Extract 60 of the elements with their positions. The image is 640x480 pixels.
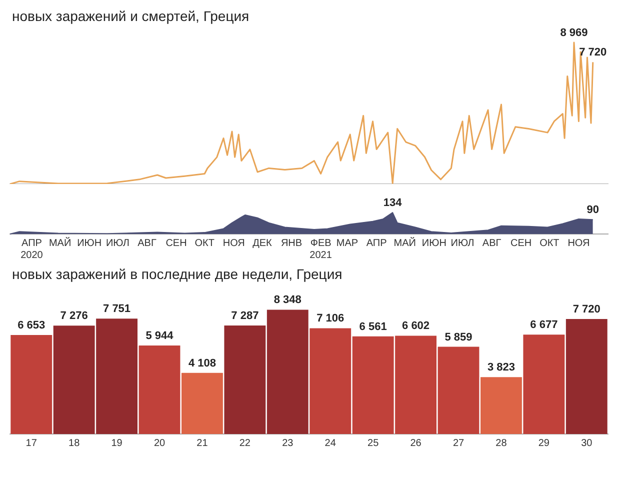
data-label: 8 969 bbox=[560, 27, 588, 40]
x-tick-label: ИЮЛ bbox=[450, 238, 474, 249]
data-label: 7 106 bbox=[316, 312, 344, 325]
x-tick-label: МАЙ bbox=[394, 236, 416, 249]
chart-title: новых заражений в последние две недели, Греция bbox=[12, 266, 344, 282]
data-label: 7 720 bbox=[572, 304, 600, 316]
x-tick-label: 17 bbox=[26, 438, 38, 449]
data-label: 6 677 bbox=[530, 319, 558, 332]
x-tick-label: 21 bbox=[196, 438, 208, 449]
x-tick-label: 23 bbox=[282, 438, 294, 449]
x-tick-label: АПР 2020 bbox=[20, 238, 44, 261]
data-label: 7 276 bbox=[60, 310, 88, 322]
x-tick-label: 18 bbox=[68, 438, 80, 449]
data-label: 3 823 bbox=[487, 362, 515, 374]
x-tick-label: 26 bbox=[410, 438, 422, 449]
bar bbox=[182, 372, 223, 434]
x-tick-label: НОЯ bbox=[222, 238, 245, 249]
x-tick-label: ОКТ bbox=[194, 238, 214, 249]
data-label: 7 287 bbox=[231, 310, 259, 322]
chart-title: новых заражений и смертей, Греция bbox=[12, 8, 250, 24]
x-tick-label: МАЙ bbox=[48, 236, 72, 249]
bar bbox=[566, 319, 608, 434]
x-tick-label: АВГ bbox=[482, 238, 502, 249]
x-tick-label: ИЮН bbox=[77, 238, 102, 249]
data-label: 134 bbox=[383, 197, 403, 210]
x-tick-label: СЕН bbox=[510, 238, 532, 249]
x-tick-label: 20 bbox=[154, 438, 166, 449]
x-tick-label: АПР bbox=[366, 238, 388, 249]
data-label: 6 653 bbox=[18, 319, 46, 332]
x-tick-label: ФЕВ 2021 bbox=[310, 238, 332, 261]
x-tick-label: 24 bbox=[324, 438, 336, 449]
x-tick-label: ИЮН bbox=[422, 238, 446, 249]
data-label: 5 859 bbox=[444, 331, 472, 344]
bar bbox=[480, 377, 522, 434]
data-label: 90 bbox=[586, 204, 600, 216]
x-tick-label: 25 bbox=[368, 438, 380, 449]
bar bbox=[523, 334, 565, 434]
data-label: 4 108 bbox=[188, 357, 216, 370]
bar bbox=[138, 346, 180, 434]
x-tick-label: НОЯ bbox=[568, 238, 590, 249]
data-label: 7 720 bbox=[579, 46, 607, 59]
x-tick-label: СЕН bbox=[166, 238, 187, 249]
data-label: 7 751 bbox=[103, 303, 131, 316]
x-tick-label: 19 bbox=[111, 438, 123, 449]
x-tick-label: ОКТ bbox=[540, 238, 560, 249]
x-tick-label: 29 bbox=[538, 438, 550, 449]
x-tick-label: 30 bbox=[581, 438, 593, 449]
data-label: 8 348 bbox=[274, 294, 302, 306]
data-label: 6 561 bbox=[359, 320, 387, 333]
x-tick-label: ИЮЛ bbox=[106, 238, 130, 249]
x-tick-label: ДЕК bbox=[252, 238, 272, 249]
x-tick-label: 27 bbox=[452, 438, 464, 449]
data-label: 6 602 bbox=[402, 320, 430, 332]
x-tick-label: 28 bbox=[496, 438, 508, 449]
x-tick-label: АВГ bbox=[138, 238, 157, 249]
x-tick-label: МАР bbox=[336, 238, 358, 249]
x-tick-label: ЯНВ bbox=[280, 238, 302, 249]
data-label: 5 944 bbox=[146, 330, 174, 342]
x-tick-label: 22 bbox=[239, 438, 251, 449]
bar bbox=[10, 334, 52, 434]
